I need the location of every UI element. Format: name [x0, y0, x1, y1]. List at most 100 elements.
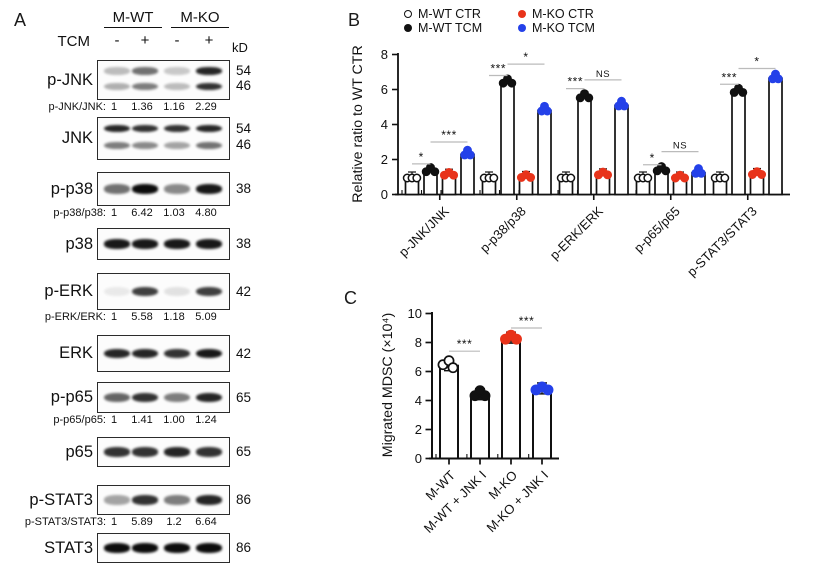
protein-band [104, 124, 130, 133]
kd-label: 42 [236, 283, 252, 299]
ratio-label: p-STAT3/STAT3: [24, 516, 106, 528]
sig-label: *** [441, 128, 457, 142]
protein-band [132, 447, 158, 457]
kd-label: 54 [236, 120, 252, 136]
protein-band [196, 141, 222, 150]
bar [537, 109, 552, 196]
kd-label: 46 [236, 137, 252, 153]
protein-band [196, 124, 222, 133]
blot-box [97, 60, 230, 100]
y-axis-label: Relative ratio to WT CTR [350, 45, 366, 202]
kd-label: 54 [236, 62, 252, 78]
protein-band [164, 392, 190, 403]
data-point [771, 69, 780, 79]
protein-band [104, 141, 130, 150]
protein-band [104, 286, 130, 297]
y-axis-label: Migrated MDSC (×10⁴) [380, 313, 396, 457]
sig-label: NS [673, 141, 687, 152]
bar [532, 387, 552, 460]
sig-label: *** [567, 75, 583, 89]
sig-label: * [419, 150, 424, 164]
blot-name: p-STAT3 [29, 491, 93, 509]
data-point [680, 173, 690, 183]
data-point [447, 362, 459, 374]
bar [439, 364, 459, 460]
panel-c-letter: C [344, 288, 357, 308]
kd-label: 38 [236, 236, 252, 251]
bar [577, 95, 592, 196]
protein-band [132, 495, 158, 505]
protein-band [104, 184, 130, 194]
data-point [734, 83, 743, 93]
y-tick-label: 0 [415, 451, 422, 466]
tcm-label: TCM [57, 33, 91, 50]
protein-band [164, 239, 190, 249]
tcm-sign: + [204, 32, 214, 49]
blot-name: p65 [65, 443, 93, 461]
sig-label: *** [721, 70, 737, 84]
data-point [643, 173, 653, 183]
tcm-sign: - [114, 32, 120, 49]
ratio-value: 6.42 [131, 207, 153, 219]
protein-band [132, 184, 158, 194]
protein-band [132, 67, 158, 75]
data-point [720, 173, 730, 183]
sig-label: * [523, 50, 528, 64]
y-tick-label: 6 [381, 82, 388, 97]
group-header-m-ko: M-KO [171, 9, 229, 28]
protein-band [164, 141, 190, 150]
sig-label: *** [457, 337, 473, 351]
protein-band [164, 124, 190, 133]
protein-band [196, 67, 222, 75]
protein-band [164, 447, 190, 457]
protein-band [104, 495, 130, 505]
protein-band [196, 348, 222, 359]
blot-name: p-ERK [44, 282, 93, 300]
sig-label: *** [490, 62, 506, 76]
bar [768, 77, 783, 196]
data-point [511, 333, 522, 345]
blot-name: JNK [61, 129, 93, 147]
protein-band [196, 447, 222, 457]
protein-band [132, 239, 158, 249]
legend-item: M-WT TCM [404, 21, 518, 35]
sig-label: * [754, 55, 759, 69]
ratio-value: 1.24 [195, 414, 217, 426]
protein-band [196, 392, 222, 403]
y-tick-label: 6 [415, 364, 422, 379]
protein-band [132, 124, 158, 133]
x-tick-label: p-p65/p65 [631, 204, 683, 256]
data-point [412, 173, 422, 183]
protein-band [104, 348, 130, 359]
bar [460, 153, 475, 196]
ratio-value: 1.00 [163, 414, 185, 426]
blot-name: p-JNK [47, 71, 93, 89]
legend-label: M-WT TCM [418, 21, 483, 35]
protein-band [164, 184, 190, 194]
x-tick-label: p-JNK/JNK [396, 203, 452, 259]
data-point [449, 170, 459, 180]
ratio-value: 6.64 [195, 516, 217, 528]
kd-label: 65 [236, 389, 252, 405]
protein-band [132, 392, 158, 403]
ratio-value: 5.09 [195, 311, 217, 323]
ratio-value: 1.18 [163, 311, 185, 323]
protein-band [104, 392, 130, 403]
blot-name: p-p38 [50, 180, 93, 198]
black-marker-icon [404, 24, 412, 32]
data-point [657, 162, 666, 172]
bar [500, 81, 515, 196]
y-tick-label: 4 [381, 117, 388, 132]
kd-label: 86 [236, 492, 252, 507]
sig-label: NS [596, 69, 610, 80]
kd-label: 38 [236, 181, 252, 196]
panel-b-letter: B [348, 10, 361, 30]
y-tick-label: 8 [381, 47, 388, 62]
protein-band [104, 82, 130, 91]
x-tick-label: p-p38/p38 [477, 204, 529, 256]
bar [501, 337, 521, 460]
ratio-label: p-ERK/ERK: [44, 311, 106, 323]
open-marker-icon [404, 10, 412, 18]
ratio-value: 1 [110, 101, 118, 113]
